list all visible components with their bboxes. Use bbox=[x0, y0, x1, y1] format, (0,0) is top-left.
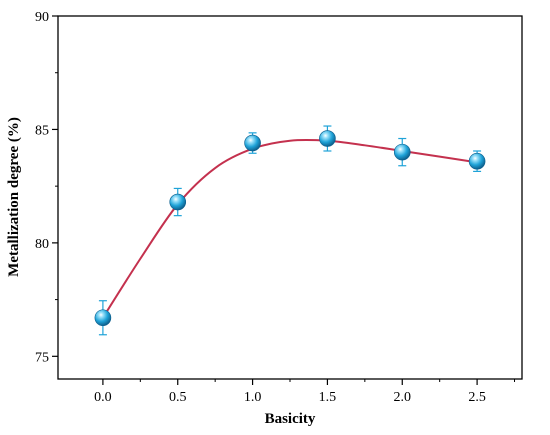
axis-ticks bbox=[52, 15, 516, 385]
y-tick-label: 80 bbox=[35, 237, 49, 252]
plot-frame bbox=[57, 15, 523, 380]
data-point bbox=[468, 152, 486, 170]
error-bars bbox=[98, 125, 482, 336]
y-tick-label: 85 bbox=[35, 123, 49, 138]
x-tick-label: 2.0 bbox=[394, 390, 412, 405]
x-axis-title: Basicity bbox=[265, 411, 316, 427]
data-point bbox=[169, 193, 187, 211]
data-point bbox=[319, 130, 336, 147]
x-tick-label: 1.0 bbox=[244, 390, 262, 405]
data-point bbox=[393, 143, 411, 161]
y-tick-label: 90 bbox=[35, 10, 49, 25]
data-point bbox=[94, 309, 112, 327]
x-tick-label: 0.5 bbox=[169, 390, 187, 405]
fit-curve bbox=[102, 138, 478, 319]
x-tick-label: 2.5 bbox=[468, 390, 486, 405]
data-point bbox=[244, 134, 261, 152]
data-points bbox=[94, 130, 486, 327]
y-axis-title: Metallization degree (%) bbox=[6, 117, 22, 277]
y-tick-label: 75 bbox=[35, 350, 49, 365]
x-tick-label: 1.5 bbox=[319, 390, 337, 405]
axis-tick-labels: 0.0 0.5 1.0 1.5 2.0 2.5 75 80 85 90 bbox=[35, 10, 486, 405]
x-tick-label: 0.0 bbox=[94, 390, 112, 405]
